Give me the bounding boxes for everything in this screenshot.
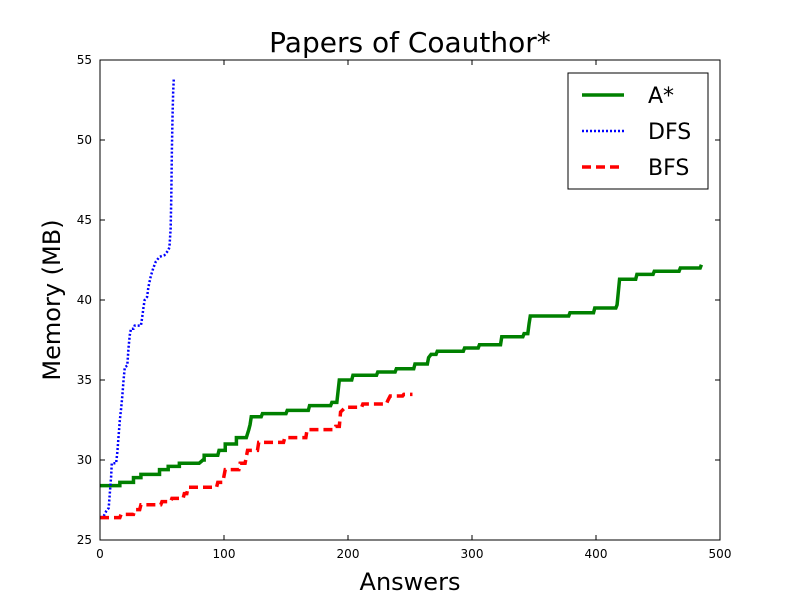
chart-title: Papers of Coauthor* <box>269 26 551 59</box>
x-tick-label: 500 <box>709 547 732 561</box>
x-tick-label: 0 <box>96 547 104 561</box>
plot-area: 0 100 200 300 400 500 25 30 35 40 45 50 55 <box>77 53 732 561</box>
series-line-a- <box>100 264 704 488</box>
legend-label: DFS <box>648 120 691 145</box>
x-tick-label: 300 <box>461 547 484 561</box>
y-tick-label: 55 <box>77 53 92 67</box>
y-tick-label: 50 <box>77 133 92 147</box>
x-tick-label: 400 <box>585 547 608 561</box>
x-tick-label: 100 <box>213 547 236 561</box>
y-tick-label: 40 <box>77 293 92 307</box>
legend: A* DFS BFS <box>567 72 709 190</box>
x-axis-title: Answers <box>360 568 461 596</box>
series-line-bfs <box>100 392 413 520</box>
y-tick-label: 35 <box>77 373 92 387</box>
legend-label: A* <box>648 84 674 109</box>
y-axis-title: Memory (MB) <box>38 219 66 380</box>
y-tick-label: 45 <box>77 213 92 227</box>
y-tick-label: 30 <box>77 453 92 467</box>
y-tick-label: 25 <box>77 533 92 547</box>
series-line-dfs <box>100 79 176 519</box>
x-tick-label: 200 <box>337 547 360 561</box>
legend-label: BFS <box>648 156 689 181</box>
